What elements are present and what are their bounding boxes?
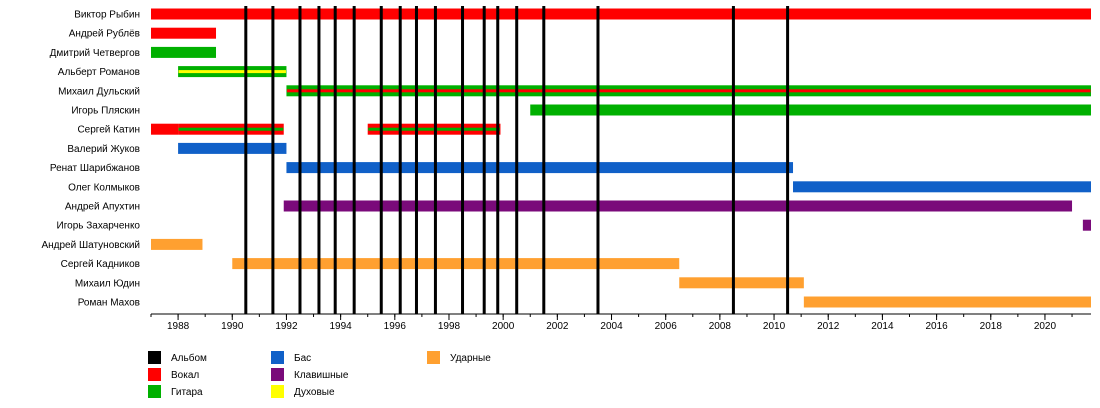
legend-swatch (427, 351, 440, 364)
member-bar (151, 27, 217, 39)
member-bar (1082, 219, 1091, 231)
member-bars (151, 8, 1092, 308)
member-bar (151, 238, 203, 250)
member-bar (232, 258, 680, 270)
member-label: Михаил Юдин (75, 278, 140, 289)
member-bar (530, 104, 1091, 116)
member-label: Игорь Захарченко (57, 221, 141, 232)
member-bar (793, 181, 1091, 193)
x-tick-label: 2020 (1034, 321, 1057, 332)
x-tick-label: 1998 (438, 321, 461, 332)
member-bar-stripe (178, 70, 286, 74)
member-label: Дмитрий Четвергов (50, 48, 140, 59)
member-label: Ренат Шарибжанов (50, 162, 140, 174)
member-label: Альберт Романов (58, 66, 140, 78)
member-bar (679, 277, 804, 289)
x-tick-label: 2018 (980, 321, 1003, 332)
x-tick-label: 2004 (600, 321, 623, 332)
x-tick-label: 2012 (817, 321, 840, 332)
legend-swatch (271, 385, 284, 398)
x-tick-label: 2014 (871, 321, 894, 332)
member-bar-stripe (286, 89, 1091, 93)
x-tick-label: 2002 (546, 321, 569, 332)
legend-swatch (271, 351, 284, 364)
legend-swatch (148, 368, 161, 381)
legend-label: Клавишные (294, 370, 349, 381)
x-tick-label: 2010 (763, 321, 786, 332)
x-tick-label: 2008 (709, 321, 732, 332)
member-bar (151, 123, 179, 135)
legend-swatch (148, 385, 161, 398)
member-label: Виктор Рыбин (74, 9, 140, 21)
member-label: Андрей Рублёв (69, 28, 140, 40)
member-bar (151, 46, 217, 58)
member-label: Игорь Пляскин (71, 106, 140, 117)
legend-label: Альбом (171, 352, 207, 364)
legend-label: Гитара (171, 387, 203, 398)
member-label: Андрей Апухтин (65, 202, 140, 213)
legend-label: Бас (294, 353, 311, 364)
legend-label: Ударные (450, 353, 491, 364)
member-bar (178, 142, 287, 154)
member-bar (283, 200, 1073, 212)
legend-swatch (271, 368, 284, 381)
member-bar-stripe (178, 127, 284, 131)
x-tick-label: 1994 (330, 321, 353, 332)
x-tick-label: 2000 (492, 321, 515, 332)
member-label: Сергей Кадников (61, 259, 140, 270)
member-label: Сергей Катин (77, 125, 140, 136)
legend-swatch (148, 351, 161, 364)
x-tick-label: 1990 (221, 321, 244, 332)
member-bar (151, 8, 1091, 20)
album-release-lines (244, 6, 790, 314)
x-tick-label: 1996 (384, 321, 407, 332)
x-tick-label: 1992 (275, 321, 298, 332)
member-label: Валерий Жуков (67, 144, 140, 155)
legend-label: Духовые (294, 387, 335, 398)
x-axis: 1988 1990 1992 1994 1996 1998 2000 2002 2004 2006… (150, 313, 1091, 332)
member-label: Роман Махов (78, 298, 140, 309)
member-labels: Виктор Рыбин Андрей Рублёв Дмитрий Четверг… (41, 9, 140, 309)
x-tick-label: 2016 (925, 321, 948, 332)
member-label: Олег Колмыков (68, 182, 140, 193)
legend: Альбом Вокал Гитара Бас Клавишные Духовые Удар… (148, 351, 491, 398)
member-bar (286, 162, 794, 174)
member-label: Андрей Шатуновский (41, 240, 140, 251)
x-tick-label: 1988 (167, 321, 190, 332)
member-label: Михаил Дульский (58, 86, 140, 97)
legend-label: Вокал (171, 370, 199, 381)
x-tick-label: 2006 (655, 321, 678, 332)
member-bar (803, 296, 1091, 308)
